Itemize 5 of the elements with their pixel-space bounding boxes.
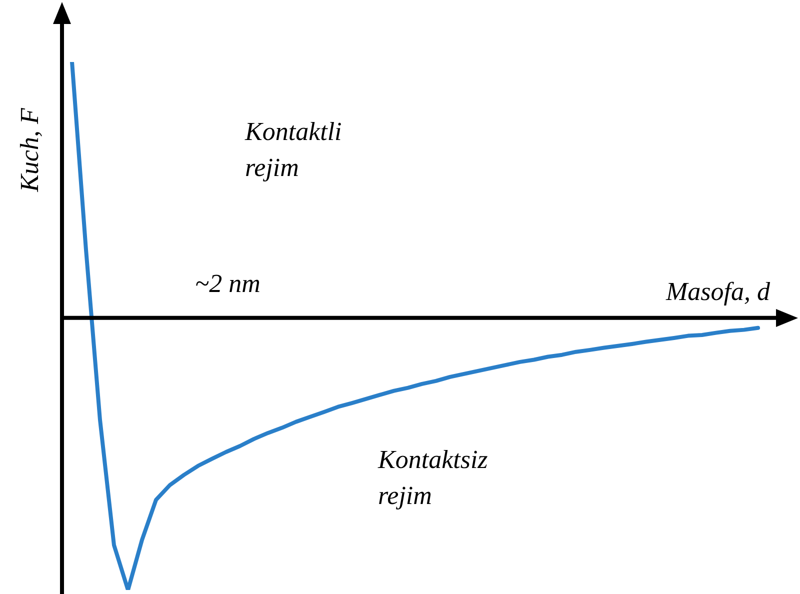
annotation: Kontaktli rejim bbox=[244, 117, 342, 182]
annotation: ~2 nm bbox=[195, 269, 260, 298]
y-axis-title: Kuch, F bbox=[15, 107, 44, 193]
annotation: Kontaktsiz rejim bbox=[377, 445, 488, 510]
x-axis-title: Masofa, d bbox=[665, 276, 771, 306]
